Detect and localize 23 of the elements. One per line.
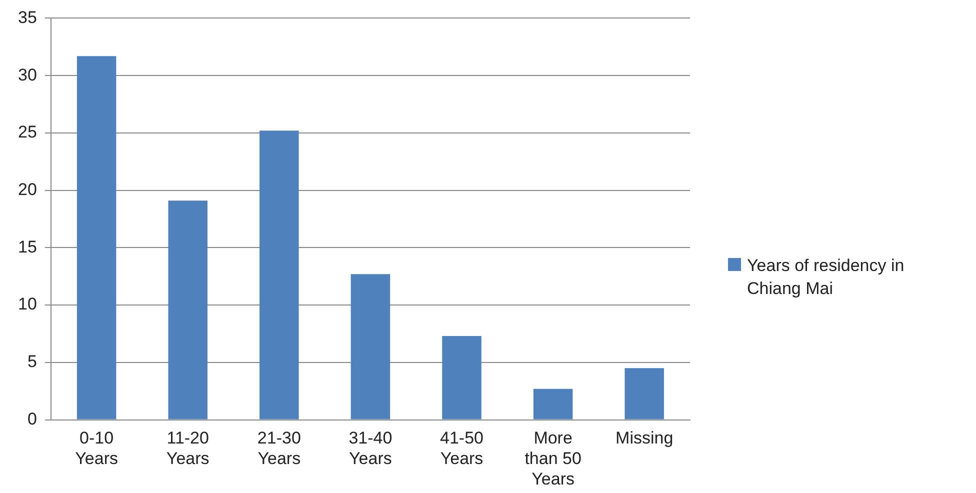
x-tick-label: 0-10 Years bbox=[75, 428, 118, 468]
y-tick-label: 5 bbox=[27, 352, 37, 372]
y-tick-label: 35 bbox=[18, 8, 37, 27]
bar bbox=[76, 56, 116, 420]
bar bbox=[442, 336, 482, 420]
x-tick-label: More than 50 Years bbox=[524, 428, 582, 488]
x-tick-label: 21-30 Years bbox=[257, 428, 301, 468]
x-tick-label: Missing bbox=[616, 428, 674, 448]
y-tick-label: 25 bbox=[18, 122, 37, 142]
bar bbox=[624, 368, 664, 420]
bar bbox=[260, 130, 299, 420]
bar bbox=[168, 200, 208, 420]
bar bbox=[533, 388, 573, 420]
y-tick-label: 30 bbox=[18, 65, 37, 84]
bar bbox=[350, 274, 390, 420]
y-tick-label: 10 bbox=[18, 294, 37, 314]
y-tick-label: 0 bbox=[27, 409, 37, 428]
legend-label: Years of residency in Chiang Mai bbox=[747, 255, 906, 300]
x-tick-label: 11-20 Years bbox=[166, 428, 210, 468]
x-tick-label: 31-40 Years bbox=[348, 428, 392, 468]
y-tick-label: 15 bbox=[18, 237, 37, 256]
y-tick-label: 20 bbox=[18, 180, 37, 199]
x-tick-label: 41-50 Years bbox=[440, 428, 484, 468]
